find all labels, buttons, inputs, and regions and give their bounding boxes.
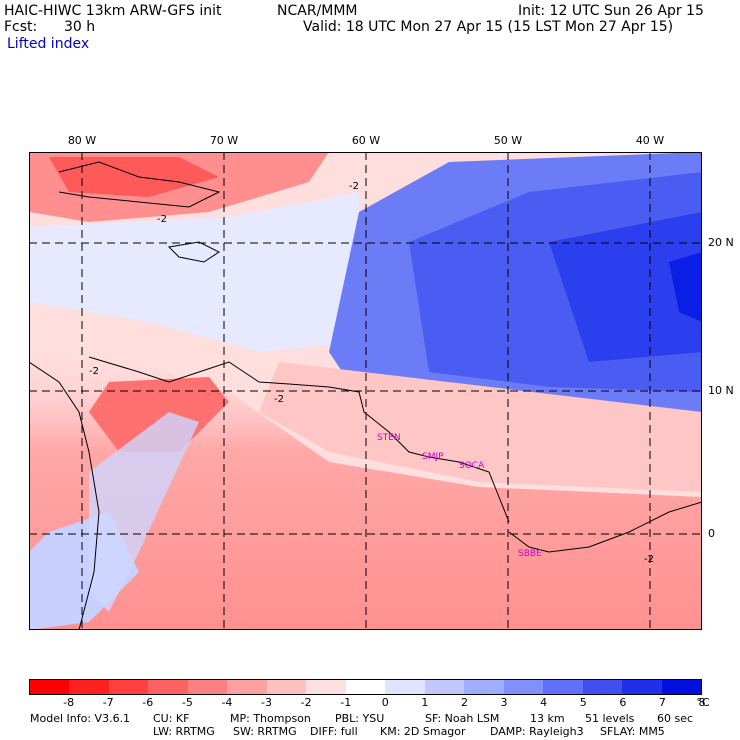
- lifted-index-map: -2 -2 -2 -2 -2: [29, 152, 702, 630]
- caribbean-region: [29, 192, 359, 352]
- forecast-label: Fcst:: [4, 19, 38, 35]
- legend-color-cell: [187, 680, 228, 694]
- contour-label: -2: [89, 366, 99, 377]
- lon-label-60w: 60 W: [351, 134, 381, 147]
- init-time: Init: 12 UTC Sun 26 Apr 15: [518, 3, 704, 19]
- legend-tick-label: 7: [658, 696, 666, 709]
- lon-label-80w: 80 W: [67, 134, 97, 147]
- field-name: Lifted index: [7, 36, 90, 52]
- footer-damp: DAMP: Rayleigh3: [490, 725, 584, 738]
- footer-cu: CU: KF: [153, 712, 190, 725]
- legend-unit: °C: [696, 696, 710, 709]
- legend-tick-label: 2: [460, 696, 468, 709]
- legend-color-cell: [227, 680, 267, 694]
- legend-color-cell: [148, 680, 188, 694]
- legend-tick-label: -7: [102, 696, 114, 709]
- contour-label: -2: [644, 554, 654, 565]
- legend-tick-label: 6: [619, 696, 627, 709]
- station-label: STEN: [377, 433, 401, 443]
- color-legend: [29, 679, 702, 695]
- legend-color-cell: [622, 680, 662, 694]
- lon-label-70w: 70 W: [209, 134, 239, 147]
- footer-diff: DIFF: full: [310, 725, 358, 738]
- legend-tick-label: 0: [381, 696, 389, 709]
- legend-color-cell: [345, 680, 386, 694]
- legend-color-cell: [424, 680, 465, 694]
- footer-resolution: 13 km: [530, 712, 565, 725]
- legend-color-cell: [543, 680, 583, 694]
- legend-tick-label: 1: [421, 696, 429, 709]
- legend-color-cell: [464, 680, 504, 694]
- legend-tick-label: -8: [63, 696, 75, 709]
- legend-color-cell: [503, 680, 544, 694]
- footer-lw: LW: RRTMG: [153, 725, 215, 738]
- legend-tick-label: 3: [500, 696, 508, 709]
- legend-tick-label: 4: [540, 696, 548, 709]
- footer-model-info: Model Info: V3.6.1: [30, 712, 131, 725]
- station-label: SOCA: [459, 461, 485, 471]
- legend-color-cell: [385, 680, 425, 694]
- legend-color-cell: [69, 680, 109, 694]
- valid-time: Valid: 18 UTC Mon 27 Apr 15 (15 LST Mon …: [303, 19, 674, 35]
- footer-levels: 51 levels: [585, 712, 635, 725]
- legend-color-cell: [108, 680, 149, 694]
- legend-color-cell: [661, 680, 701, 694]
- footer-km: KM: 2D Smagor: [380, 725, 466, 738]
- legend-color-cell: [30, 680, 70, 694]
- legend-color-cell: [582, 680, 623, 694]
- model-title: HAIC-HIWC 13km ARW-GFS init: [4, 3, 222, 19]
- legend-tick-label: 5: [579, 696, 587, 709]
- footer-pbl: PBL: YSU: [335, 712, 385, 725]
- contour-label: -2: [349, 181, 359, 192]
- legend-color-cell: [266, 680, 307, 694]
- forecast-hours: 30 h: [64, 19, 96, 35]
- station-label: SBBE: [518, 549, 542, 559]
- contour-label: -2: [274, 394, 284, 405]
- footer-sflay: SFLAY: MM5: [600, 725, 665, 738]
- contour-label: -2: [157, 214, 167, 225]
- legend-tick-label: 8: [698, 696, 706, 709]
- footer-mp: MP: Thompson: [230, 712, 311, 725]
- legend-color-cell: [306, 680, 346, 694]
- legend-tick-label: -6: [142, 696, 154, 709]
- footer-sf: SF: Noah LSM: [425, 712, 500, 725]
- footer-timestep: 60 sec: [657, 712, 694, 725]
- lon-label-40w: 40 W: [635, 134, 665, 147]
- lon-label-50w: 50 W: [493, 134, 523, 147]
- lat-label-10n: 10 N: [708, 384, 734, 397]
- station-label: SMJP: [422, 452, 444, 462]
- lat-label-0: 0: [708, 527, 715, 540]
- legend-tick-label: -1: [340, 696, 352, 709]
- org-label: NCAR/MMM: [277, 3, 358, 19]
- legend-tick-label: -5: [181, 696, 193, 709]
- footer-sw: SW: RRTMG: [233, 725, 297, 738]
- legend-tick-label: -2: [300, 696, 312, 709]
- legend-tick-label: -3: [261, 696, 272, 709]
- legend-tick-label: -4: [221, 696, 233, 709]
- lat-label-20n: 20 N: [708, 236, 734, 249]
